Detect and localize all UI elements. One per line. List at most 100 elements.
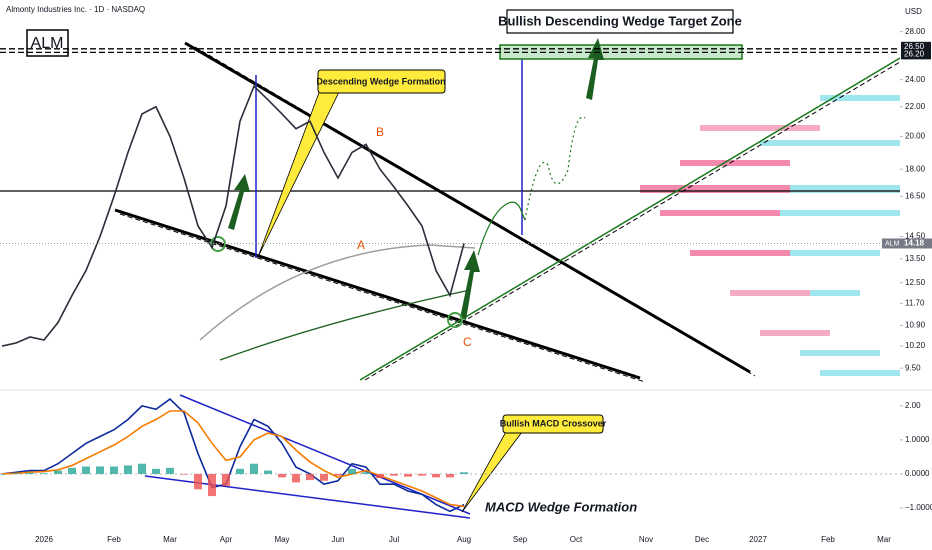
histogram-bar bbox=[96, 466, 104, 474]
y-tick-label: 10.20 bbox=[905, 341, 926, 350]
last-price-symbol: ALM bbox=[885, 240, 900, 247]
symbol-box bbox=[26, 29, 69, 57]
histogram-bar bbox=[222, 473, 230, 486]
y-tick-label: 20.00 bbox=[905, 132, 926, 141]
histogram-bar bbox=[166, 467, 174, 474]
y-tick-label: 18.00 bbox=[905, 164, 926, 173]
annotation: Bullish MACD Crossover bbox=[500, 418, 607, 428]
y2-tick-label: −1.0000 bbox=[905, 503, 932, 512]
symbol: ALM bbox=[31, 35, 64, 52]
annotation-box bbox=[506, 9, 734, 34]
wedge-upper-dashed bbox=[194, 46, 756, 377]
histogram-bar bbox=[152, 468, 160, 474]
moving-average bbox=[199, 244, 476, 341]
y2-tick-label: 2.00 bbox=[905, 401, 921, 410]
x-tick-label: Nov bbox=[639, 535, 653, 544]
callout bbox=[502, 414, 604, 434]
support-trendline bbox=[359, 57, 901, 381]
histogram-bar bbox=[82, 466, 90, 474]
x-tick-label: Mar bbox=[163, 535, 177, 544]
x-tick-label: Jun bbox=[332, 535, 345, 544]
histogram-bar bbox=[376, 473, 384, 479]
level-label: 26.20 bbox=[904, 49, 925, 58]
x-tick-label: Feb bbox=[821, 535, 835, 544]
wave-label: A bbox=[357, 238, 365, 252]
histogram-bar bbox=[334, 473, 342, 476]
pivot-circle bbox=[210, 236, 226, 252]
projection-path bbox=[477, 201, 526, 256]
histogram-bar bbox=[138, 463, 146, 474]
y-tick-label: 9.50 bbox=[905, 363, 921, 372]
histogram-bar bbox=[460, 472, 468, 474]
up-arrow bbox=[228, 174, 250, 230]
wave-label: B bbox=[376, 125, 384, 139]
histogram-bar bbox=[40, 473, 48, 474]
histogram-bar bbox=[0, 473, 6, 475]
y2-tick-label: 1.0000 bbox=[905, 435, 930, 444]
x-tick-label: Jul bbox=[389, 535, 399, 544]
y-tick-label: 13.50 bbox=[905, 254, 926, 263]
histogram-bar bbox=[446, 473, 454, 478]
histogram-bar bbox=[26, 472, 34, 474]
x-tick-label: Aug bbox=[457, 535, 471, 544]
histogram-bar bbox=[110, 466, 118, 474]
level-label: 26.50 bbox=[904, 42, 925, 51]
callout bbox=[317, 69, 446, 94]
level-tag bbox=[901, 49, 931, 60]
x-tick-label: Dec bbox=[695, 535, 709, 544]
histogram-bar bbox=[180, 473, 188, 475]
histogram-bar bbox=[432, 473, 440, 478]
histogram-bar bbox=[236, 468, 244, 474]
y-tick-label: 22.00 bbox=[905, 102, 926, 111]
annotation: Bullish Descending Wedge Target Zone bbox=[498, 13, 742, 28]
histogram-bar bbox=[306, 473, 314, 481]
last-price-tag bbox=[882, 238, 932, 249]
x-tick-label: Mar bbox=[877, 535, 891, 544]
wedge-lower bbox=[114, 208, 641, 380]
x-tick-label: Apr bbox=[220, 535, 233, 544]
annotation: MACD Wedge Formation bbox=[485, 499, 637, 514]
series-line bbox=[1, 410, 465, 508]
series-line bbox=[1, 84, 465, 347]
series-line bbox=[1, 398, 465, 513]
y-tick-label: 24.00 bbox=[905, 75, 926, 84]
y-tick-label: 12.50 bbox=[905, 278, 926, 287]
y2-tick-label: 0.0000 bbox=[905, 469, 930, 478]
histogram-bar bbox=[54, 470, 62, 474]
histogram-bar bbox=[124, 465, 132, 474]
histogram-bar bbox=[12, 473, 20, 474]
wave-label: C bbox=[463, 335, 472, 349]
y-tick-label: 16.50 bbox=[905, 191, 926, 200]
currency: USD bbox=[905, 7, 922, 16]
histogram-bar bbox=[320, 473, 328, 481]
pivot-circle bbox=[447, 312, 463, 328]
x-tick-label: Sep bbox=[513, 535, 528, 544]
histogram-bar bbox=[278, 473, 286, 478]
up-arrow bbox=[460, 250, 480, 320]
up-arrow bbox=[586, 38, 604, 100]
histogram-bar bbox=[348, 468, 356, 474]
histogram-bar bbox=[292, 473, 300, 483]
y-tick-label: 14.50 bbox=[905, 232, 926, 241]
y-tick-label: 28.00 bbox=[905, 27, 926, 36]
chart-title: Almonty Industries Inc. · 1D · NASDAQ bbox=[6, 5, 145, 14]
last-price-label: 14.18 bbox=[904, 239, 925, 248]
histogram-bar bbox=[250, 463, 258, 474]
histogram-bar bbox=[208, 473, 216, 497]
histogram-bar bbox=[194, 473, 202, 490]
histogram-bar bbox=[418, 473, 426, 476]
histogram-bar bbox=[390, 473, 398, 476]
annotation: Descending Wedge Formation bbox=[316, 76, 445, 86]
x-tick-label: 2026 bbox=[35, 535, 53, 544]
projection-path bbox=[524, 116, 586, 221]
volume-profile bbox=[640, 95, 900, 376]
x-tick-label: 2027 bbox=[749, 535, 767, 544]
histogram-bar bbox=[264, 470, 272, 474]
x-tick-label: Feb bbox=[107, 535, 121, 544]
level-tag bbox=[901, 41, 931, 52]
histogram-bar bbox=[68, 467, 76, 474]
histogram-bar bbox=[362, 472, 370, 474]
moving-average bbox=[219, 289, 471, 361]
